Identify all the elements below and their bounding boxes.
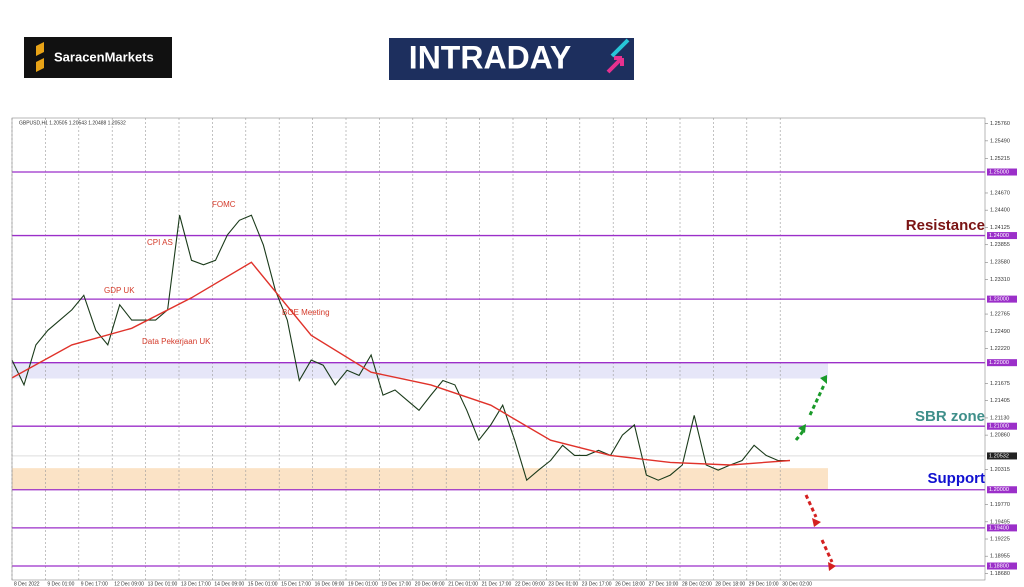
x-tick-label: 16 Dec 09:00 [315, 581, 345, 587]
level-tag [987, 359, 1017, 367]
y-tick-label: 1.21675 [990, 381, 1010, 387]
symbol-info: GBPUSD,H1 1.20505 1.20543 1.20488 1.2053… [19, 120, 126, 126]
plot-frame [11, 117, 986, 581]
level-label: 1.23000 [989, 297, 1009, 303]
arrow-heads [812, 518, 836, 571]
y-tick-label: 1.23580 [990, 260, 1010, 266]
level-tag [987, 486, 1017, 494]
x-tick-label: 12 Dec 09:00 [114, 581, 144, 587]
level-label: 1.20000 [989, 487, 1009, 493]
y-tick-label: 1.23310 [990, 277, 1010, 283]
y-tick-label: 1.18680 [990, 571, 1010, 577]
y-tick-label: 1.21405 [990, 398, 1010, 404]
brand-icon [36, 42, 44, 72]
logo-arrow [610, 38, 630, 58]
x-tick-label: 9 Dec 17:00 [81, 581, 108, 587]
level-tag [987, 422, 1017, 430]
moving-average [11, 261, 791, 466]
x-tick-label: 15 Dec 01:00 [248, 581, 278, 587]
y-tick-label: 1.20860 [990, 433, 1010, 439]
y-tick-label: 1.19770 [990, 502, 1010, 508]
scenario-arrows [794, 384, 834, 563]
annotation: FOMC [212, 200, 236, 209]
down-arrow [820, 539, 834, 563]
down-arrow [804, 494, 818, 518]
last-price-tag [987, 452, 1017, 460]
x-tick-label: 13 Dec 17:00 [181, 581, 211, 587]
y-tick-label: 1.22490 [990, 329, 1010, 335]
up-arrow [808, 384, 826, 416]
price-line [11, 214, 790, 482]
x-tick-label: 19 Dec 17:00 [381, 581, 411, 587]
x-tick-label: 22 Dec 09:00 [515, 581, 545, 587]
sbr-label: SBR zone [915, 408, 985, 425]
level-label: 1.19400 [989, 525, 1009, 531]
intraday-logo [389, 38, 634, 80]
x-tick-label: 21 Dec 01:00 [448, 581, 478, 587]
y-tick-label: 1.19225 [990, 536, 1010, 542]
level-label: 1.21000 [989, 424, 1009, 430]
y-tick-label: 1.22220 [990, 346, 1010, 352]
x-tick-label: 14 Dec 09:00 [214, 581, 244, 587]
x-tick-label: 29 Dec 10:00 [749, 581, 779, 587]
y-tick-label: 1.25215 [990, 156, 1010, 162]
level-tag [987, 168, 1017, 176]
y-tick-label: 1.24670 [990, 190, 1010, 196]
brand-name: SaracenMarkets [54, 49, 154, 64]
level-tag [987, 232, 1017, 240]
y-tick-label: 1.25490 [990, 138, 1010, 144]
zone [12, 468, 828, 490]
x-tick-label: 21 Dec 17:00 [482, 581, 512, 587]
level-label: 1.18800 [989, 563, 1009, 569]
y-tick-label: 1.22765 [990, 312, 1010, 318]
x-tick-label: 23 Dec 17:00 [582, 581, 612, 587]
y-tick-label: 1.21130 [990, 415, 1009, 421]
x-tick-label: 23 Dec 01:00 [548, 581, 578, 587]
level-label: 1.24000 [989, 233, 1009, 239]
resistance-label: Resistance [906, 217, 985, 234]
y-tick-label: 1.23855 [990, 242, 1010, 248]
zone [12, 362, 828, 379]
arrow-heads [798, 375, 827, 433]
x-tick-label: 9 Dec 01:00 [47, 581, 74, 587]
x-tick-label: 13 Dec 01:00 [148, 581, 178, 587]
annotation: GDP UK [104, 286, 135, 295]
y-tick-label: 1.19495 [990, 519, 1010, 525]
level-label: 1.22000 [989, 360, 1009, 366]
level-tag [987, 295, 1017, 303]
last-price-label: 1.20532 [989, 453, 1009, 459]
y-tick-label: 1.24125 [990, 225, 1010, 231]
level-label: 1.25000 [989, 169, 1009, 175]
y-tick-label: 1.18955 [990, 554, 1010, 560]
x-tick-label: 28 Dec 18:00 [715, 581, 745, 587]
annotation: BOE Meeting [282, 308, 330, 317]
annotation: Data Pekerjaan UK [142, 337, 211, 346]
level-tag [987, 524, 1017, 532]
level-tag [987, 562, 1017, 570]
intraday-text: INTRADAY [409, 39, 571, 75]
annotation: CPI AS [147, 238, 173, 247]
x-tick-label: 19 Dec 01:00 [348, 581, 378, 587]
x-tick-label: 8 Dec 2022 [14, 581, 40, 587]
y-tick-label: 1.24400 [990, 208, 1010, 214]
logo-arrow [606, 56, 624, 74]
x-tick-label: 26 Dec 18:00 [615, 581, 645, 587]
x-tick-label: 20 Dec 09:00 [415, 581, 445, 587]
x-tick-label: 30 Dec 02:00 [782, 581, 812, 587]
x-tick-label: 27 Dec 10:00 [649, 581, 679, 587]
support-label: Support [928, 470, 986, 487]
chart: 8 Dec 2022 9 Dec 01:00 9 Dec 17:00 12 Dec 0… [11, 118, 1017, 587]
x-tick-label: 15 Dec 17:00 [281, 581, 311, 587]
up-arrow [794, 429, 806, 441]
brand-logo [24, 37, 172, 78]
y-tick-label: 1.25760 [990, 121, 1010, 127]
x-tick-label: 28 Dec 02:00 [682, 581, 712, 587]
y-tick-label: 1.20315 [990, 467, 1010, 473]
